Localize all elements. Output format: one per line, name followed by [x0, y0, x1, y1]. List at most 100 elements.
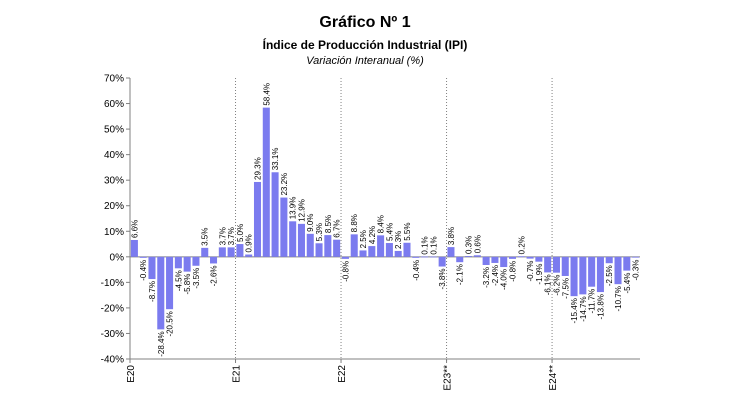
data-label: 3.7%: [227, 227, 236, 245]
bar: [421, 256, 429, 258]
x-tick-label: E20: [126, 365, 137, 383]
y-tick-label: -30%: [101, 329, 124, 340]
data-label: 2.3%: [394, 231, 403, 249]
bar: [438, 256, 446, 267]
data-label: 5.0%: [236, 224, 245, 242]
data-label: -8.7%: [148, 281, 157, 302]
bar: [570, 256, 578, 297]
data-label: 13.9%: [289, 197, 298, 220]
data-label: 3.8%: [447, 227, 456, 245]
data-label: 5.5%: [403, 223, 412, 241]
bar: [183, 256, 191, 272]
data-label: 0.6%: [473, 235, 482, 253]
data-label: 0.9%: [245, 234, 254, 252]
bar: [297, 223, 305, 257]
bar: [359, 250, 367, 257]
chart-title: Gráfico Nº 1: [319, 14, 411, 31]
bar: [632, 256, 640, 258]
y-tick-label: 40%: [104, 150, 124, 161]
bar: [341, 256, 349, 259]
bar: [385, 243, 393, 257]
data-label: 58.4%: [262, 83, 271, 106]
data-label: 6.7%: [333, 219, 342, 237]
data-label: -2.6%: [210, 265, 219, 286]
bar: [174, 256, 182, 269]
y-tick-label: 30%: [104, 176, 124, 187]
data-label: 8.8%: [350, 214, 359, 232]
x-tick-label: E23**: [443, 365, 454, 391]
bar: [394, 250, 402, 257]
bar: [289, 221, 297, 257]
data-label: 0.1%: [421, 236, 430, 254]
data-label: 8.4%: [377, 215, 386, 233]
data-label: 0.3%: [465, 236, 474, 254]
data-label: -15.4%: [570, 298, 579, 323]
y-tick-label: 10%: [104, 227, 124, 238]
chart-unit-note: Variación Interanual (%): [306, 55, 424, 67]
bar: [368, 246, 376, 257]
y-tick-label: -40%: [101, 355, 124, 366]
data-label: -3.5%: [192, 268, 201, 289]
data-label: -6.1%: [544, 274, 553, 295]
bar: [561, 256, 569, 276]
data-label: 4.2%: [368, 226, 377, 244]
bar: [139, 256, 147, 258]
bar: [588, 256, 596, 287]
bar: [201, 247, 209, 257]
data-label: -3.8%: [438, 269, 447, 290]
bar: [333, 239, 341, 257]
bar: [517, 256, 525, 258]
data-label: -4.0%: [500, 269, 509, 290]
bar: [306, 233, 314, 257]
bar: [130, 239, 138, 257]
data-label: -3.2%: [482, 267, 491, 288]
bar: [227, 247, 235, 257]
x-tick-label: E21: [232, 365, 243, 383]
bar: [377, 235, 385, 257]
bar: [280, 197, 288, 257]
data-label: 3.7%: [218, 227, 227, 245]
data-label: -11.7%: [588, 289, 597, 314]
bar: [157, 256, 165, 330]
bar: [350, 234, 358, 257]
data-label: -0.4%: [412, 260, 421, 281]
bar: [218, 247, 226, 257]
y-tick-label: 50%: [104, 125, 124, 136]
data-label: 23.2%: [280, 173, 289, 196]
bar: [148, 256, 156, 280]
y-tick-label: -20%: [101, 303, 124, 314]
data-label: -0.3%: [632, 260, 641, 281]
chart-subtitle: Índice de Producción Industrial (IPI): [262, 38, 468, 52]
data-label: -28.4%: [157, 331, 166, 356]
bar: [579, 256, 587, 295]
data-label: -4.5%: [174, 270, 183, 291]
data-label: -2.1%: [456, 264, 465, 285]
data-label: 0.1%: [429, 236, 438, 254]
bar: [526, 256, 534, 259]
data-label: 2.5%: [359, 230, 368, 248]
data-label: 0.2%: [517, 236, 526, 254]
data-label: -10.7%: [614, 286, 623, 311]
x-tick-label: E24**: [548, 365, 559, 391]
data-label: 5.4%: [385, 223, 394, 241]
data-label: -2.5%: [605, 265, 614, 286]
y-tick-label: 70%: [104, 74, 124, 85]
bar: [315, 243, 323, 257]
data-label: -13.8%: [596, 294, 605, 319]
bar: [473, 255, 481, 257]
data-label: 12.9%: [297, 199, 306, 222]
bar: [429, 256, 437, 258]
data-label: -14.7%: [579, 296, 588, 321]
data-label: -2.4%: [491, 265, 500, 286]
data-label: -0.4%: [139, 260, 148, 281]
data-label: 9.0%: [306, 214, 315, 232]
data-label: 8.5%: [324, 215, 333, 233]
bar: [236, 244, 244, 257]
data-label: -20.5%: [166, 311, 175, 336]
bar: [192, 256, 200, 266]
bar: [605, 256, 613, 264]
bar: [166, 256, 174, 310]
bar: [482, 256, 490, 265]
bar: [403, 242, 411, 257]
data-label: -0.8%: [509, 261, 518, 282]
